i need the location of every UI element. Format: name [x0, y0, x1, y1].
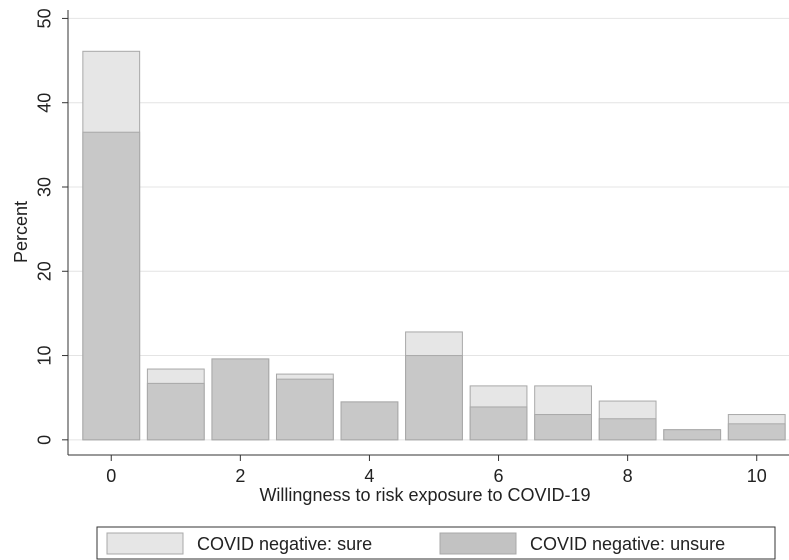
bar	[469, 406, 528, 441]
legend-label: COVID negative: unsure	[530, 534, 725, 554]
y-tick-label: 50	[35, 8, 55, 28]
y-tick-label: 40	[35, 93, 55, 113]
bar	[82, 131, 141, 441]
legend-box	[96, 526, 776, 560]
bar	[534, 414, 592, 441]
bar	[340, 401, 399, 441]
legend-swatch	[106, 532, 184, 555]
y-tick-label: 0	[35, 435, 55, 445]
x-tick-label: 8	[623, 466, 633, 486]
legend-swatch	[439, 532, 517, 555]
bar	[211, 358, 270, 441]
x-axis-label: Willingness to risk exposure to COVID-19	[259, 485, 590, 505]
y-tick-label: 30	[35, 177, 55, 197]
y-tick-label: 20	[35, 261, 55, 281]
x-tick-label: 10	[747, 466, 767, 486]
x-tick-label: 0	[106, 466, 116, 486]
legend-label: COVID negative: sure	[197, 534, 372, 554]
x-tick-label: 2	[235, 466, 245, 486]
bar	[405, 355, 463, 441]
bar	[275, 378, 334, 441]
bar	[598, 418, 657, 441]
x-tick-label: 4	[364, 466, 374, 486]
bar	[663, 429, 722, 441]
y-tick-label: 10	[35, 346, 55, 366]
bar	[146, 382, 205, 441]
y-axis-label: Percent	[11, 201, 31, 263]
x-tick-label: 6	[494, 466, 504, 486]
bar	[727, 423, 786, 441]
